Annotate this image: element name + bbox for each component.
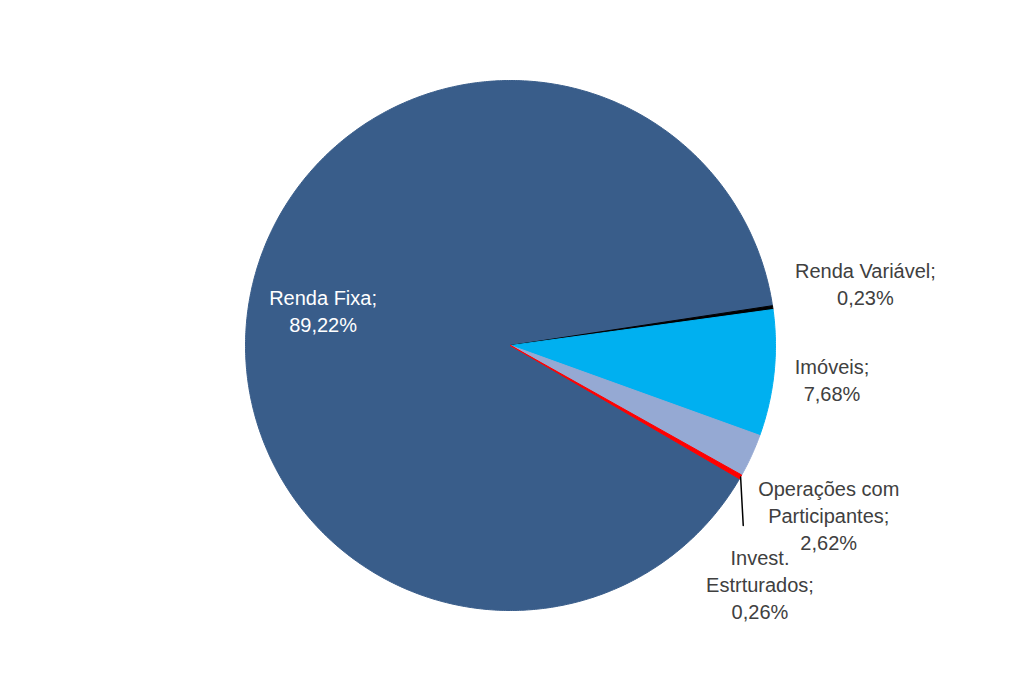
svg-text:Imóveis;7,68%: Imóveis;7,68% — [795, 356, 869, 405]
svg-text:Renda Variável;0,23%: Renda Variável;0,23% — [795, 260, 936, 309]
svg-text:Renda Fixa;89,22%: Renda Fixa;89,22% — [269, 287, 377, 336]
svg-text:Operações comParticipantes;2,6: Operações comParticipantes;2,62% — [758, 478, 899, 554]
svg-text:Invest.Estrturados;0,26%: Invest.Estrturados;0,26% — [706, 547, 814, 623]
